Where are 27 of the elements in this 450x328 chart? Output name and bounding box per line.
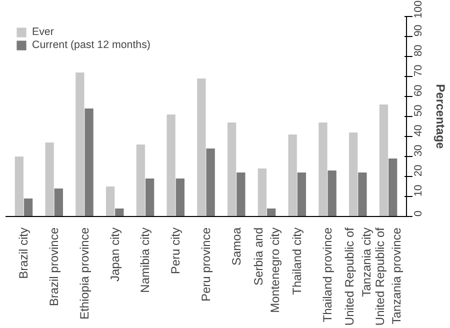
y-tick-label: 70 <box>412 64 424 76</box>
y-tick-label: 60 <box>412 84 424 96</box>
y-tick-label: 100 <box>412 0 424 18</box>
legend-label: Ever <box>32 26 54 38</box>
x-tick-label: Brazil province <box>47 227 62 306</box>
x-tick-label: United Republic of Tanzania city <box>342 226 374 326</box>
x-tick-label: Thailand city <box>290 227 304 295</box>
legend-label: Current (past 12 months) <box>32 39 150 51</box>
y-tick-label: 90 <box>412 24 424 36</box>
x-tick-label: Namibia city <box>138 227 152 293</box>
x-tick-label: Brazil city <box>16 227 31 279</box>
y-axis-title: Percentage <box>434 84 448 150</box>
y-tick-label: 0 <box>412 210 424 216</box>
y-tick-label: 30 <box>412 144 424 156</box>
x-tick-label: Ethiopia province <box>77 227 92 320</box>
x-tick-label: Peru city <box>168 227 183 274</box>
y-tick-label: 50 <box>412 104 424 116</box>
x-tick-label: United Republic of Tanzania province <box>372 226 404 326</box>
x-tick-label: Thailand province <box>320 227 335 322</box>
x-tick-label: Japan city <box>108 228 122 282</box>
y-tick-label: 10 <box>412 184 424 196</box>
y-tick-label: 40 <box>412 124 424 136</box>
y-tick-label: 20 <box>412 164 424 176</box>
x-tick-label: Peru province <box>199 227 213 302</box>
x-tick-label: Samoa <box>229 227 244 266</box>
x-tick-label: Serbia and Montenegro city <box>251 227 282 313</box>
y-tick-label: 80 <box>412 44 424 56</box>
